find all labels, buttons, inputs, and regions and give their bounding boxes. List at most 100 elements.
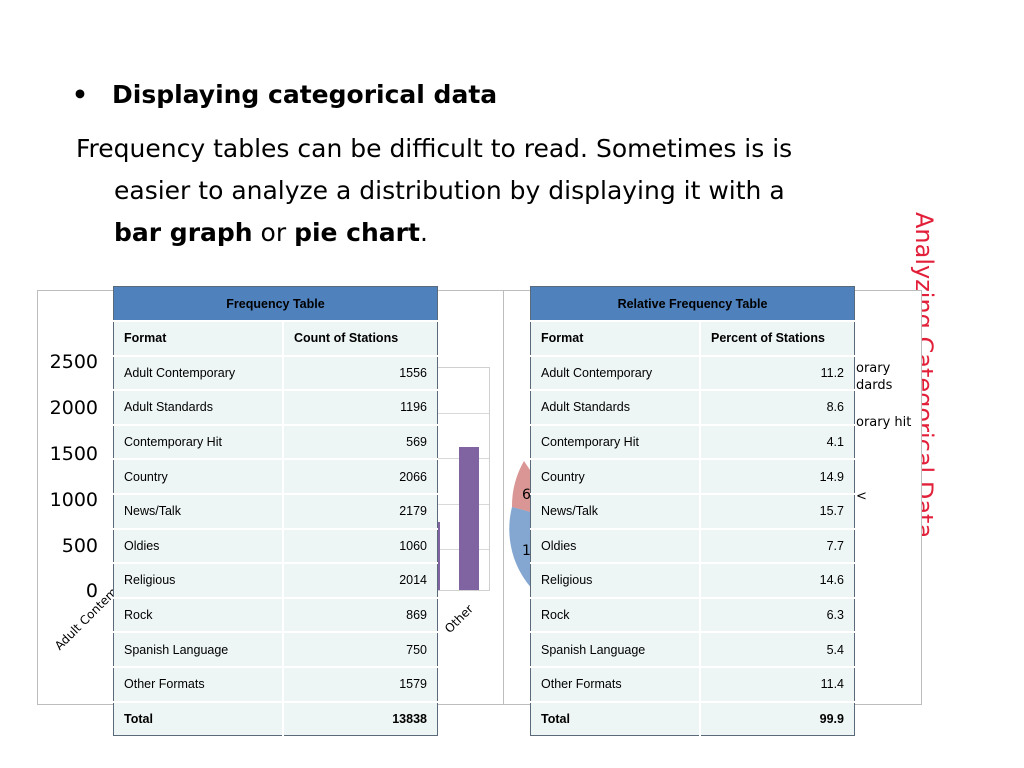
y-tick: 1500 — [49, 443, 98, 465]
table-row: Rock 6.3 — [530, 596, 855, 633]
table-row: Religious 2014 — [113, 562, 438, 598]
format-cell: Spanish Language — [113, 631, 283, 667]
pie-label: 6 — [522, 487, 531, 503]
total-label: Total — [530, 700, 700, 736]
bar-other — [459, 447, 479, 590]
table-row: Adult Standards 1196 — [113, 389, 438, 425]
bullet-text: Displaying categorical data — [112, 80, 498, 109]
table-row: Other Formats 11.4 — [530, 665, 855, 702]
para-line-1: Frequency tables can be difficult to rea… — [76, 134, 793, 163]
percent-cell: 5.4 — [699, 631, 855, 667]
total-label: Total — [113, 700, 283, 736]
table-row: Country 14.9 — [530, 458, 855, 494]
percent-cell: 7.7 — [699, 527, 855, 564]
count-cell: 1556 — [282, 354, 438, 391]
table-row: Country 2066 — [113, 458, 438, 494]
table-row: Oldies 1060 — [113, 527, 438, 564]
count-cell: 1196 — [282, 389, 438, 425]
y-tick: 500 — [61, 535, 98, 557]
format-cell: Spanish Language — [530, 631, 700, 667]
table-row: Adult Contemporary 1556 — [113, 354, 438, 391]
para-line-3: bar graph or pie chart. — [76, 212, 886, 254]
percent-cell: 8.6 — [699, 389, 855, 425]
format-cell: Country — [113, 458, 283, 494]
legend-text: < — [856, 489, 867, 504]
format-cell: Other Formats — [530, 665, 700, 702]
column-header: Percent of Stations — [699, 320, 855, 356]
pie-chart-term: pie chart — [294, 218, 420, 247]
percent-cell: 14.6 — [699, 562, 855, 598]
period: . — [419, 218, 428, 247]
table-row: News/Talk 15.7 — [530, 492, 855, 529]
legend-text: orary hit — [856, 415, 912, 430]
format-cell: Oldies — [530, 527, 700, 564]
table-row: Adult Contemporary 11.2 — [530, 354, 855, 391]
format-cell: Other Formats — [113, 665, 283, 702]
format-cell: Adult Contemporary — [113, 354, 283, 391]
format-cell: Adult Standards — [530, 389, 700, 425]
y-tick: 0 — [85, 580, 98, 602]
percent-cell: 15.7 — [699, 492, 855, 529]
gridline — [429, 413, 489, 414]
count-cell: 1579 — [282, 665, 438, 702]
format-cell: Contemporary Hit — [530, 423, 700, 460]
count-cell: 2066 — [282, 458, 438, 494]
count-cell: 569 — [282, 423, 438, 460]
table-row: Oldies 7.7 — [530, 527, 855, 564]
format-cell: News/Talk — [530, 492, 700, 529]
pie-label: 1 — [522, 543, 531, 559]
format-cell: Religious — [530, 562, 700, 598]
format-cell: Contemporary Hit — [113, 423, 283, 460]
table-row: Contemporary Hit 569 — [113, 423, 438, 460]
count-cell: 1060 — [282, 527, 438, 564]
column-header: Count of Stations — [282, 320, 438, 356]
table-row: Religious 14.6 — [530, 562, 855, 598]
table-row: Contemporary Hit 4.1 — [530, 423, 855, 460]
total-value: 99.9 — [699, 700, 855, 736]
table-row: Rock 869 — [113, 596, 438, 633]
format-cell: Adult Standards — [113, 389, 283, 425]
total-row: Total 99.9 — [530, 700, 855, 736]
relative-frequency-table: Relative Frequency Table Format Percent … — [530, 286, 855, 737]
percent-cell: 14.9 — [699, 458, 855, 494]
column-header: Format — [530, 320, 700, 356]
column-header: Format — [113, 320, 283, 356]
total-row: Total 13838 — [113, 700, 438, 736]
y-tick: 1000 — [49, 489, 98, 511]
table-row: Spanish Language 750 — [113, 631, 438, 667]
legend-text: orary — [856, 361, 891, 376]
format-cell: Oldies — [113, 527, 283, 564]
percent-cell: 11.2 — [699, 354, 855, 391]
format-cell: Rock — [113, 596, 283, 633]
table-row: News/Talk 2179 — [113, 492, 438, 529]
percent-cell: 4.1 — [699, 423, 855, 460]
count-cell: 2179 — [282, 492, 438, 529]
y-tick: 2500 — [49, 351, 98, 373]
bar-graph-term: bar graph — [114, 218, 253, 247]
frequency-table: Frequency Table Format Count of Stations… — [113, 286, 438, 737]
table-title: Relative Frequency Table — [530, 286, 855, 322]
table-row: Adult Standards 8.6 — [530, 389, 855, 425]
count-cell: 869 — [282, 596, 438, 633]
table-title: Frequency Table — [113, 286, 438, 322]
format-cell: Religious — [113, 562, 283, 598]
format-cell: Adult Contemporary — [530, 354, 700, 391]
count-cell: 2014 — [282, 562, 438, 598]
percent-cell: 11.4 — [699, 665, 855, 702]
bullet-dot: • — [72, 80, 88, 109]
format-cell: Country — [530, 458, 700, 494]
x-label-last: Other — [442, 601, 476, 636]
percent-cell: 6.3 — [699, 596, 855, 633]
para-line-2: easier to analyze a distribution by disp… — [114, 176, 785, 205]
y-tick: 2000 — [49, 397, 98, 419]
table-row: Spanish Language 5.4 — [530, 631, 855, 667]
total-value: 13838 — [282, 700, 438, 736]
table-row: Other Formats 1579 — [113, 665, 438, 702]
format-cell: News/Talk — [113, 492, 283, 529]
intro-paragraph: Frequency tables can be difficult to rea… — [76, 128, 886, 254]
format-cell: Rock — [530, 596, 700, 633]
count-cell: 750 — [282, 631, 438, 667]
bullet-heading: • Displaying categorical data — [72, 80, 497, 109]
legend-text: dards — [856, 378, 893, 393]
or-word: or — [252, 218, 295, 247]
